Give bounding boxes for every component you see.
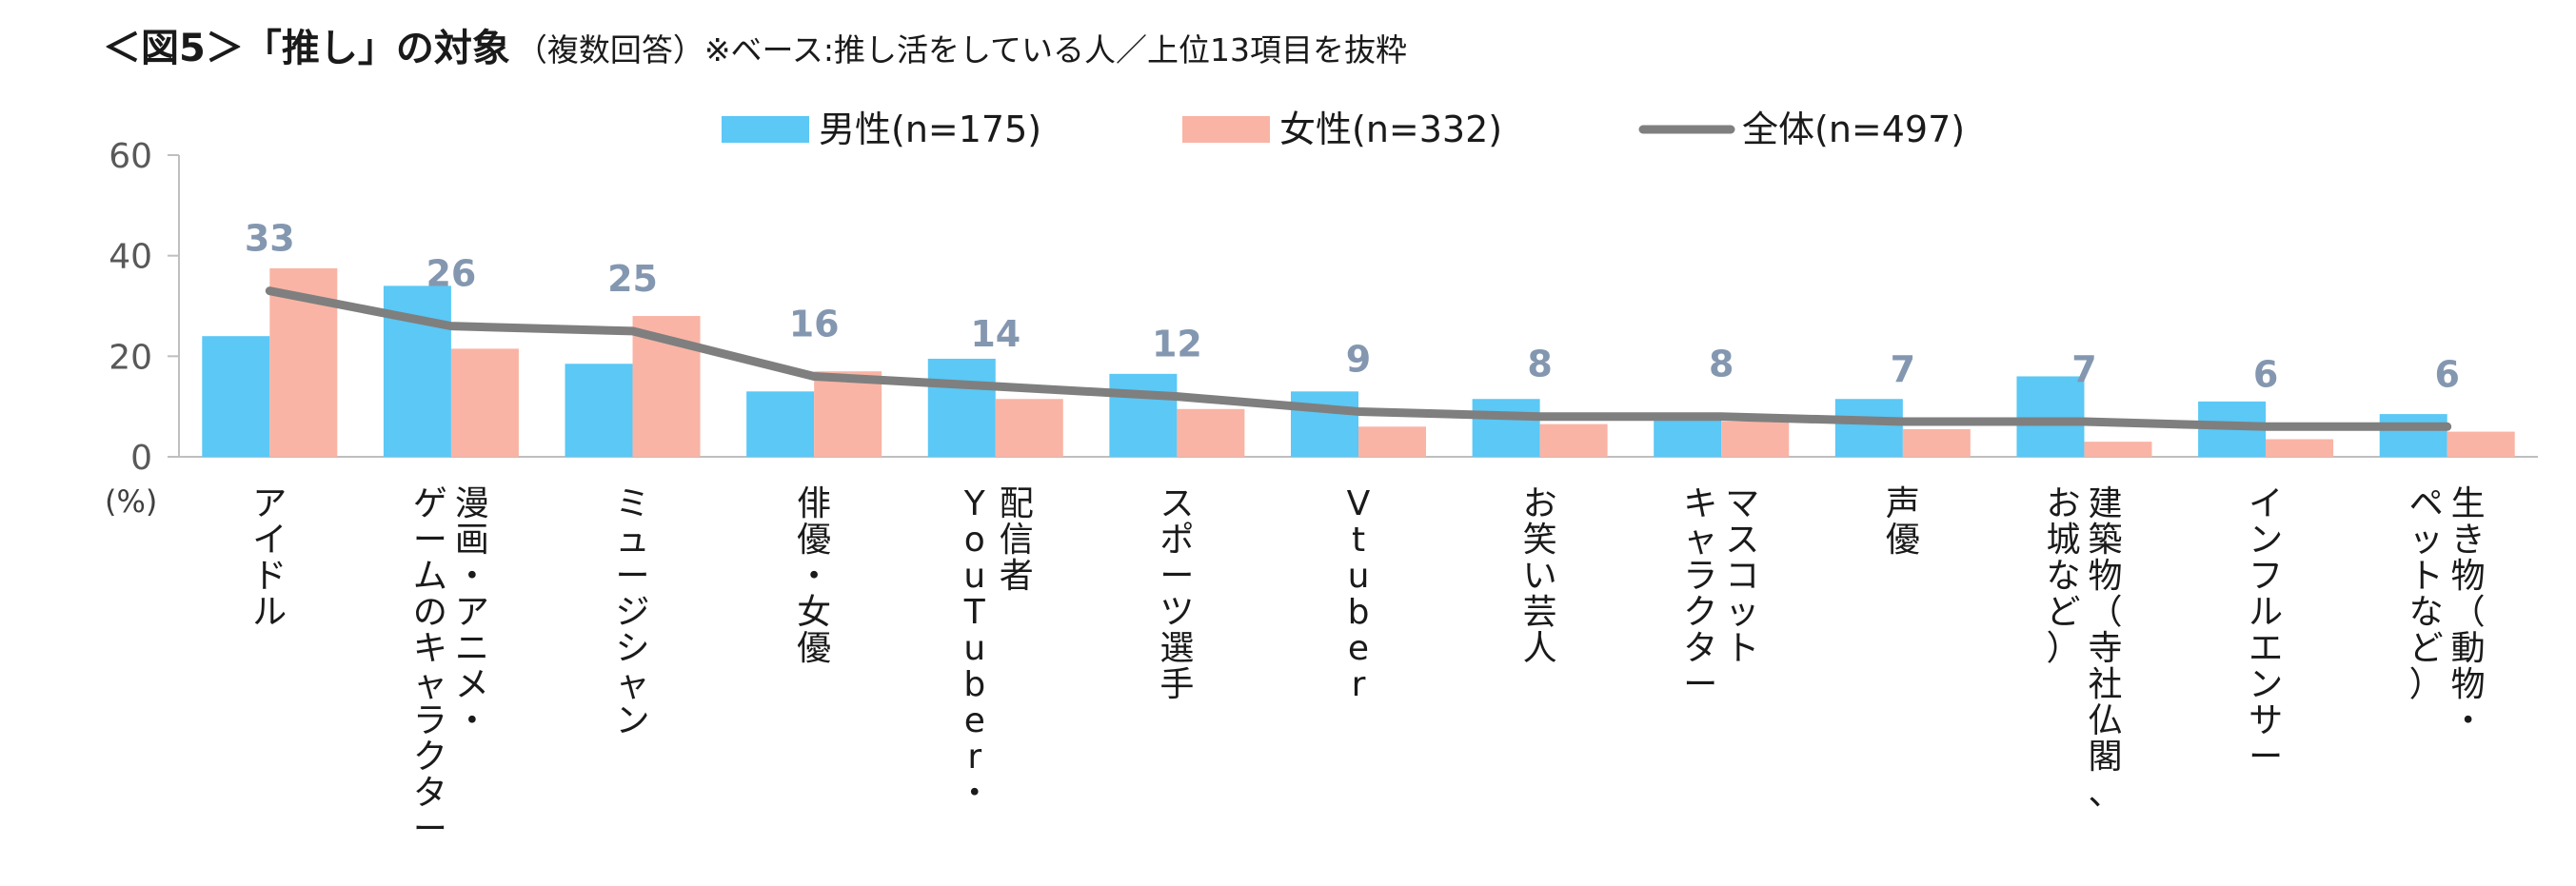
- bar-female: [814, 371, 882, 457]
- bar-female: [995, 399, 1063, 457]
- bar-male: [746, 391, 815, 457]
- bar-male: [1291, 391, 1358, 457]
- bar-male: [1472, 399, 1540, 457]
- x-tick-label: 声優: [1886, 484, 1920, 560]
- x-tick-label: ゲームのキャラクター: [413, 484, 447, 849]
- x-tick-label: キャラクター: [1683, 484, 1717, 704]
- bar-female: [450, 348, 519, 457]
- legend-swatch-male: [722, 116, 809, 143]
- data-label-total: 33: [245, 218, 295, 260]
- chart-subtitle: （複数回答）※ベース:推し活をしている人／上位13項目を抜粋: [515, 31, 1407, 69]
- data-label-total: 8: [1709, 344, 1734, 385]
- data-label-total: 16: [789, 303, 840, 345]
- x-tick-label: ミュージシャン: [616, 484, 650, 740]
- x-tick-label: 俳優・女優: [797, 484, 831, 668]
- data-label-total: 26: [426, 253, 476, 295]
- bar-female: [1902, 428, 1971, 457]
- y-axis-unit: (%): [105, 483, 157, 520]
- x-tick-label: アイドル: [252, 484, 287, 632]
- data-label-total: 6: [2434, 353, 2459, 395]
- chart-title-row: ＜図5＞「推し」の対象 （複数回答）※ベース:推し活をしている人／上位13項目を抜…: [103, 17, 1407, 72]
- data-label-total: 12: [1152, 324, 1202, 365]
- legend-label-male: 男性(n=175): [819, 108, 1041, 150]
- bar-male: [2379, 414, 2447, 457]
- bar-male: [1834, 399, 1903, 457]
- bar-female: [1177, 408, 1245, 457]
- bar-female: [2266, 439, 2334, 457]
- x-tick-label: マスコット: [1725, 484, 1759, 668]
- data-label-total: 8: [1527, 344, 1552, 385]
- legend-swatch-female: [1182, 116, 1270, 143]
- y-tick-label: 40: [109, 238, 152, 277]
- data-label-total: 14: [970, 313, 1020, 355]
- legend-label-female: 女性(n=332): [1279, 108, 1502, 150]
- x-tick-label: 配信者: [1000, 484, 1034, 596]
- data-label-total: 7: [2071, 348, 2096, 390]
- bar-female: [2084, 442, 2152, 457]
- x-tick-label: お笑い芸人: [1523, 484, 1557, 668]
- chart-title: ＜図5＞「推し」の対象: [103, 27, 510, 70]
- y-tick-label: 20: [109, 338, 152, 377]
- bar-female: [1358, 426, 1426, 457]
- data-label-total: 25: [607, 258, 658, 300]
- data-label-total: 7: [1891, 348, 1915, 390]
- bar-male: [202, 336, 270, 457]
- bar-female: [1539, 423, 1608, 457]
- line-total: [265, 286, 2452, 431]
- bar-female: [1721, 422, 1790, 457]
- bar-male: [1109, 373, 1178, 457]
- x-tick-label: 建築物（寺社仏閣、: [2088, 484, 2122, 813]
- x-tick-label: 生き物（動物・: [2451, 484, 2486, 740]
- data-label-total: 9: [1346, 338, 1371, 380]
- x-tick-label: ペットなど）: [2409, 484, 2444, 704]
- bar-male: [2016, 376, 2085, 457]
- legend-label-total: 全体(n=497): [1742, 108, 1965, 150]
- data-label-total: 6: [2253, 353, 2278, 395]
- y-tick-label: 0: [130, 439, 152, 478]
- x-tick-label: お城など）: [2046, 484, 2080, 668]
- bar-female: [2447, 431, 2515, 457]
- x-tick-label: インフルエンサー: [2249, 484, 2283, 777]
- bar-male: [565, 364, 633, 457]
- x-tick-label: スポーツ選手: [1159, 484, 1194, 704]
- y-tick-label: 60: [109, 137, 152, 176]
- bar-male: [927, 358, 996, 457]
- x-tick-label: 漫画・アニメ・: [455, 484, 489, 740]
- bar-male: [1654, 416, 1722, 457]
